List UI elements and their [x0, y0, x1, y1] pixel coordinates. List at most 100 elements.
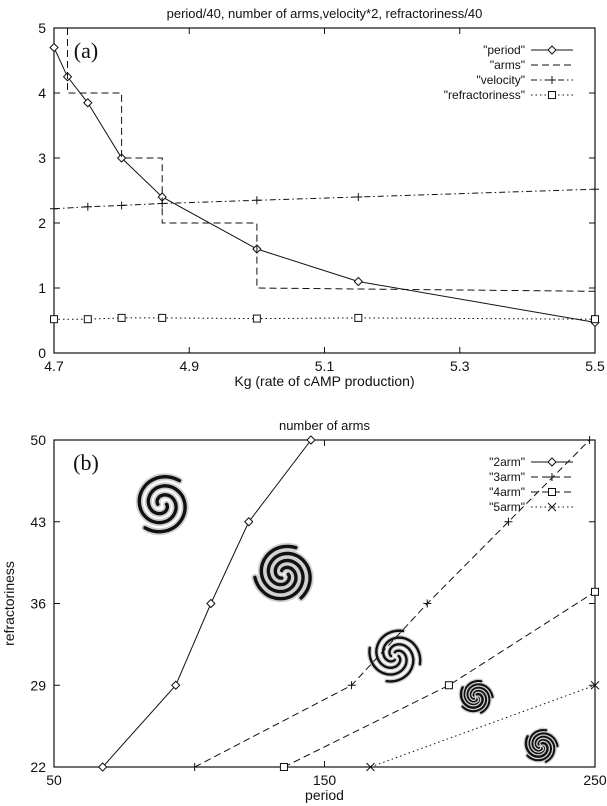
panel-b-data-point [423, 599, 432, 608]
panel-b-spiral-3-arm-arm [253, 558, 305, 601]
panel-b-data-point [190, 763, 199, 771]
panel-a-ytick-label: 2 [38, 215, 46, 231]
panel-b-data-point [244, 517, 254, 527]
panel-b-spiral-5-arm-arm [459, 686, 484, 709]
panel-b-spiral-4-arm-arm [385, 643, 415, 683]
panel-a-xtick-label: 5.3 [450, 358, 470, 374]
panel-a-legend-label: "arms" [490, 58, 525, 72]
panel-a-series-2 [50, 185, 599, 213]
panel-a-data-point [49, 42, 59, 53]
panel-b-series-0 [97, 435, 316, 772]
panel-b-legend-marker [548, 488, 556, 496]
panel-b-spiral-2-arm [135, 473, 189, 536]
panel-b-spiral-4-arm-arm [381, 636, 422, 666]
panel-a-data-point [354, 193, 363, 201]
panel-b-legend-label: "2arm" [489, 455, 525, 469]
panel-a-series-line [67, 28, 596, 292]
panel-a-series-1 [67, 28, 596, 292]
panel-b-ytick-label: 50 [30, 432, 46, 448]
panel-a-data-point [591, 185, 599, 194]
panel-a-label: (a) [74, 38, 98, 63]
panel-b-series-line [370, 684, 596, 768]
panel-b-legend-label: "4arm" [489, 485, 525, 499]
panel-b-data-point [347, 681, 356, 690]
panel-a-xtick-label: 5.5 [585, 358, 605, 374]
panel-a-data-point [591, 315, 599, 324]
panel-a-data-point [117, 201, 126, 210]
panel-b-spiral-2-arm-arm [143, 484, 187, 534]
panel-b-legend-label: "3arm" [489, 470, 525, 484]
panel-b-data-point [206, 598, 216, 609]
panel-b-spiral-5-arm-arm [524, 735, 549, 758]
panel-a-title: period/40, number of arms,velocity*2, re… [167, 6, 483, 21]
panel-b-series-1 [190, 436, 594, 771]
panel-b-legend-marker [547, 502, 557, 512]
panel-a-series-3 [50, 313, 599, 324]
panel-b-xtick-label: 250 [583, 772, 607, 788]
panel-a-ytick-label: 0 [38, 345, 46, 361]
panel-a-xtick-label: 4.7 [44, 358, 64, 374]
panel-b-title: number of arms [279, 418, 371, 433]
panel-b-legend-label: "5arm" [489, 500, 525, 514]
panel-b-spiral-5-arm-arm [526, 738, 553, 762]
panel-b-spiral-3-arm-arm [266, 551, 312, 600]
panel-b-series-line [283, 591, 596, 768]
panel-a-data-point [117, 313, 126, 322]
panel-b-spiral-3-arm [251, 542, 314, 603]
panel-a-legend-marker [547, 45, 557, 55]
panel-a-ytick-label: 1 [38, 280, 46, 296]
panel-b-spiral-5-arm-arm [463, 679, 483, 706]
panel-b-label: (b) [73, 450, 99, 475]
panel-b-xtick-label: 150 [313, 772, 337, 788]
panel-b-data-point [366, 762, 375, 772]
panel-b [53, 439, 596, 768]
panel-b-xlabel: period [305, 787, 344, 803]
panel-a-legend-label: "period" [483, 43, 525, 57]
panel-b-spiral-5-arm-arm [528, 728, 548, 755]
panel-a-series-0 [49, 42, 600, 328]
panel-a-xtick-label: 5.1 [315, 358, 335, 374]
panel-b-ytick-label: 29 [30, 677, 46, 693]
panel-a-data-point [354, 313, 363, 322]
panel-b-data-point [97, 762, 108, 772]
panel-b-ytick-label: 43 [30, 514, 46, 530]
panel-b-data-point [279, 763, 288, 771]
panel-b-series-2 [279, 587, 599, 771]
panel-b-spiral-5-arm [523, 727, 560, 765]
panel-a-data-point [116, 153, 127, 163]
panel-b-spiral-5-arm-arm [461, 689, 488, 713]
panel-b-spiral-2-arm-arm [137, 475, 182, 525]
panel-b-series-line [194, 439, 590, 768]
panel-a-data-point [50, 204, 58, 213]
panel-a-data-point [158, 313, 167, 322]
panel-b-spiral-5-arm-arm [531, 732, 559, 752]
panel-b-legend-marker [547, 457, 557, 467]
panel-a-series-line [53, 188, 596, 210]
panel-b-spiral-4-arm-arm [368, 646, 408, 676]
panel-b-ytick-label: 36 [30, 596, 46, 612]
panel-a-xtick-label: 4.9 [180, 358, 200, 374]
panel-a-legend-label: "velocity" [476, 73, 525, 87]
panel-a-legend-label: "refractoriness" [444, 88, 525, 102]
panel-b-ylabel: refractoriness [1, 561, 17, 646]
panel-a-data-point [83, 202, 92, 211]
panel-a-data-point [252, 314, 261, 323]
panel-b-spiral-3-arm-arm [259, 544, 298, 594]
panel-a-xlabel: Kg (rate of cAMP production) [234, 373, 414, 389]
panel-b-legend-marker [548, 473, 556, 481]
panel-a-legend-marker [548, 76, 556, 84]
panel-a-data-point [353, 276, 364, 287]
panel-a-data-point [50, 315, 58, 324]
panel-b-ytick-label: 22 [30, 759, 46, 775]
panel-a-ytick-label: 4 [38, 85, 46, 101]
panel-b-data-point [306, 435, 316, 445]
panel-b-data-point [591, 587, 599, 596]
panel-a-series-line [53, 47, 596, 323]
panel-b-data-point [585, 436, 594, 444]
panel-a-ytick-label: 3 [38, 150, 46, 166]
panel-b-data-point [171, 680, 181, 690]
panel-b-spiral-5-arm-arm [466, 683, 494, 703]
panel-a-ytick-label: 5 [38, 20, 46, 36]
panel-b-spiral-5-arm [458, 678, 495, 716]
